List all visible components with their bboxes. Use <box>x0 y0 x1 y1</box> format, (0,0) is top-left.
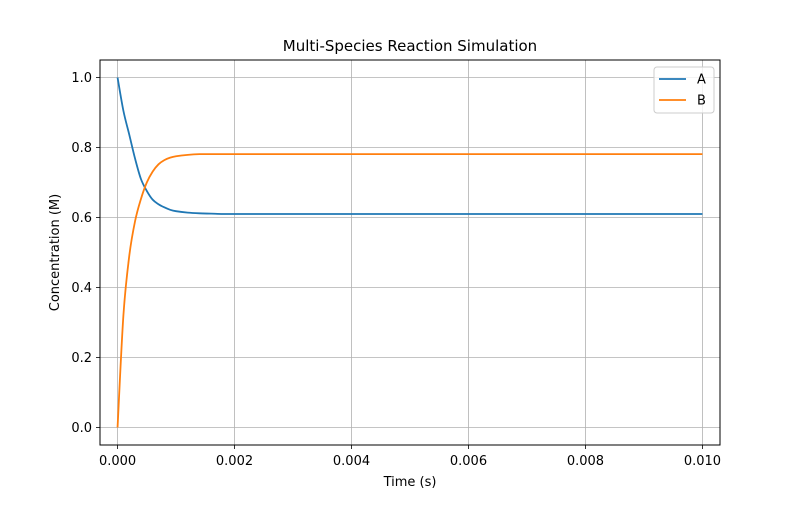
y-axis-label: Concentration (M) <box>48 194 63 311</box>
legend-label-a: A <box>697 73 706 88</box>
grid <box>100 60 720 445</box>
y-tick-label: 0.8 <box>71 141 92 156</box>
plot-frame <box>99 59 721 446</box>
y-tick-label: 0.4 <box>71 281 92 296</box>
x-axis-label: Time (s) <box>383 475 437 490</box>
x-tick-label: 0.010 <box>684 454 721 469</box>
series-line-b <box>116 153 703 428</box>
x-tick-label: 0.008 <box>567 454 604 469</box>
x-tick-label: 0.002 <box>216 454 253 469</box>
y-tick-label: 1.0 <box>71 71 92 86</box>
x-tick-label: 0.000 <box>99 454 136 469</box>
x-tick-label: 0.006 <box>450 454 487 469</box>
y-tick-label: 0.6 <box>71 211 92 226</box>
series-lines <box>116 77 703 428</box>
series-line-a <box>116 77 703 215</box>
chart-title: Multi-Species Reaction Simulation <box>283 37 537 55</box>
legend-label-b: B <box>697 94 706 109</box>
legend: AB <box>653 66 715 114</box>
y-tick-label: 0.0 <box>71 421 92 436</box>
axis-ticks: 0.000 0.002 0.004 0.006 0.008 0.010 0.0 0.2 0.4 0… <box>71 71 721 469</box>
y-tick-label: 0.2 <box>71 351 92 366</box>
x-tick-label: 0.004 <box>333 454 370 469</box>
